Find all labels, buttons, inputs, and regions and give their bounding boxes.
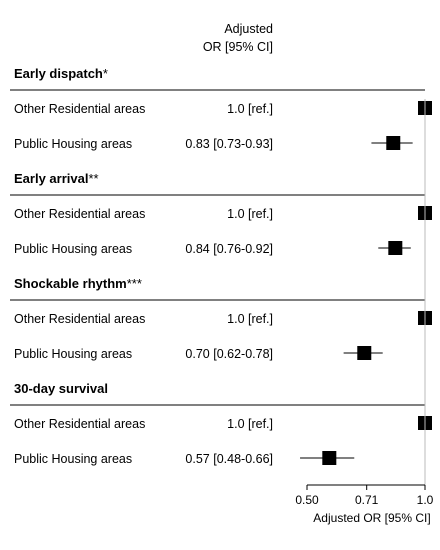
row-or-text: 0.83 [0.73-0.93]	[185, 137, 273, 151]
row-or-text: 1.0 [ref.]	[227, 417, 273, 431]
row-label: Public Housing areas	[14, 452, 132, 466]
or-column-header-line1: Adjusted	[224, 22, 273, 36]
row-or-text: 1.0 [ref.]	[227, 312, 273, 326]
row-or-text: 1.0 [ref.]	[227, 207, 273, 221]
group-title-mark: **	[88, 171, 98, 186]
x-tick-label: 0.50	[295, 493, 319, 507]
group-title-text: Early dispatch	[14, 66, 103, 81]
group-title: 30-day survival	[14, 381, 108, 396]
point-estimate	[388, 241, 403, 255]
row-or-text: 0.57 [0.48-0.66]	[185, 452, 273, 466]
row-label: Other Residential areas	[14, 312, 145, 326]
group-title: Shockable rhythm***	[14, 276, 142, 291]
group-title-mark: ***	[127, 276, 142, 291]
row-or-text: 0.84 [0.76-0.92]	[185, 242, 273, 256]
row-label: Other Residential areas	[14, 207, 145, 221]
row-or-text: 0.70 [0.62-0.78]	[185, 347, 273, 361]
row-label: Public Housing areas	[14, 137, 132, 151]
marks-layer	[300, 101, 432, 465]
group-title: Early dispatch*	[14, 66, 108, 81]
x-axis-label: Adjusted OR [95% CI]	[313, 511, 430, 525]
point-estimate	[357, 346, 372, 360]
group-title-text: Early arrival	[14, 171, 88, 186]
row-label: Public Housing areas	[14, 242, 132, 256]
or-column-header-line2: OR [95% CI]	[203, 40, 273, 54]
group-title: Early arrival**	[14, 171, 99, 186]
x-tick-label: 0.71	[355, 493, 379, 507]
x-axis: 0.50 0.71 1.0 Adjusted OR [95% CI]	[295, 99, 434, 525]
group-title-text: Shockable rhythm	[14, 276, 127, 291]
point-estimate	[322, 451, 337, 465]
group-title-text: 30-day survival	[14, 381, 108, 396]
row-or-text: 1.0 [ref.]	[227, 102, 273, 116]
row-label: Other Residential areas	[14, 417, 145, 431]
point-estimate	[386, 136, 401, 150]
row-label: Other Residential areas	[14, 102, 145, 116]
row-label: Public Housing areas	[14, 347, 132, 361]
x-tick-label: 1.0	[417, 493, 434, 507]
group-title-mark: *	[103, 66, 108, 81]
rows-layer: Early dispatch* Other Residential areas 1.…	[10, 66, 425, 466]
